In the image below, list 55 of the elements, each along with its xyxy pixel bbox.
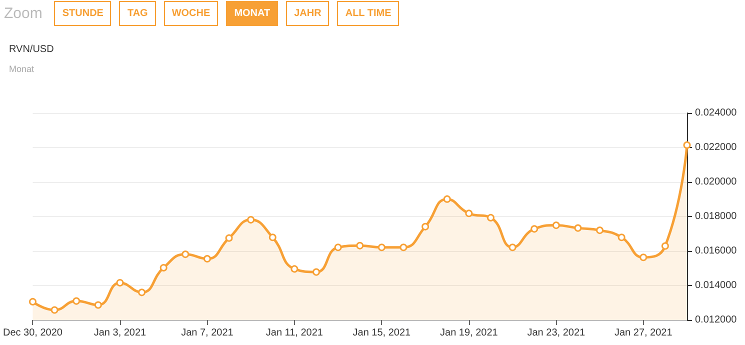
- point: [247, 216, 255, 224]
- point: [378, 244, 386, 252]
- x-tick-label: Dec 30, 2020: [2, 328, 63, 338]
- chart-subtitle: Monat: [9, 64, 34, 74]
- point: [225, 234, 233, 242]
- point: [334, 244, 342, 252]
- y-tick-label: 0.014000: [695, 280, 738, 291]
- point: [356, 242, 364, 250]
- y-tick-label: 0.016000: [695, 246, 738, 256]
- x-tick-label: Jan 23, 2021: [527, 328, 586, 338]
- point: [116, 278, 124, 286]
- x-tick-label: Jan 3, 2021: [94, 328, 147, 338]
- point: [290, 265, 298, 273]
- point: [618, 234, 626, 242]
- point: [422, 222, 430, 230]
- point: [683, 141, 691, 149]
- zoom-button: ALL TIME: [337, 0, 400, 26]
- y-tick-label: 0.012000: [695, 314, 738, 326]
- point: [552, 222, 560, 230]
- chart-title: RVN/USD: [9, 44, 54, 55]
- text: Zoom: [4, 4, 42, 22]
- point: [268, 234, 276, 242]
- point: [530, 225, 538, 233]
- zoom-button: TAG: [119, 0, 156, 26]
- point: [596, 226, 604, 234]
- point: [50, 306, 58, 314]
- point: [661, 242, 669, 250]
- point: [94, 301, 102, 309]
- point: [574, 224, 582, 232]
- point: [203, 255, 211, 263]
- point: [160, 264, 168, 272]
- point: [465, 210, 473, 218]
- y-tick-label: 0.018000: [695, 211, 738, 222]
- point: [72, 297, 80, 305]
- point: [138, 288, 146, 296]
- zoom-button: MONAT: [226, 0, 278, 26]
- x-tick-label: Jan 27, 2021: [614, 328, 673, 338]
- point: [443, 195, 451, 203]
- point: [640, 254, 648, 262]
- y-tick-label: 0.024000: [695, 108, 738, 118]
- y-tick-label: 0.020000: [695, 176, 738, 188]
- x-tick-label: Jan 7, 2021: [181, 328, 234, 338]
- point: [182, 250, 190, 258]
- point: [486, 214, 494, 222]
- y-tick-label: 0.022000: [695, 142, 738, 153]
- point: [29, 298, 36, 306]
- zoom-button: JAHR: [286, 0, 330, 26]
- zoom-button: WOCHE: [164, 0, 218, 26]
- zoom-button: STUNDE: [54, 0, 112, 26]
- point: [400, 244, 408, 252]
- point: [312, 268, 320, 276]
- x-tick-label: Jan 19, 2021: [440, 328, 498, 338]
- point: [508, 244, 516, 252]
- x-tick-label: Jan 11, 2021: [266, 328, 324, 338]
- x-tick-label: Jan 15, 2021: [352, 328, 412, 338]
